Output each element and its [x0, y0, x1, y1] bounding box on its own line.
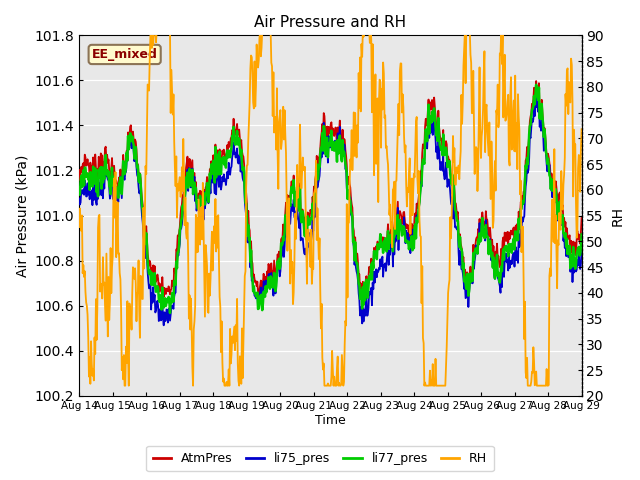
Title: Air Pressure and RH: Air Pressure and RH	[254, 15, 406, 30]
Legend: AtmPres, li75_pres, li77_pres, RH: AtmPres, li75_pres, li77_pres, RH	[147, 446, 493, 471]
Text: EE_mixed: EE_mixed	[92, 48, 157, 61]
Y-axis label: Air Pressure (kPa): Air Pressure (kPa)	[15, 155, 29, 277]
Y-axis label: RH: RH	[611, 205, 625, 226]
X-axis label: Time: Time	[315, 414, 346, 427]
